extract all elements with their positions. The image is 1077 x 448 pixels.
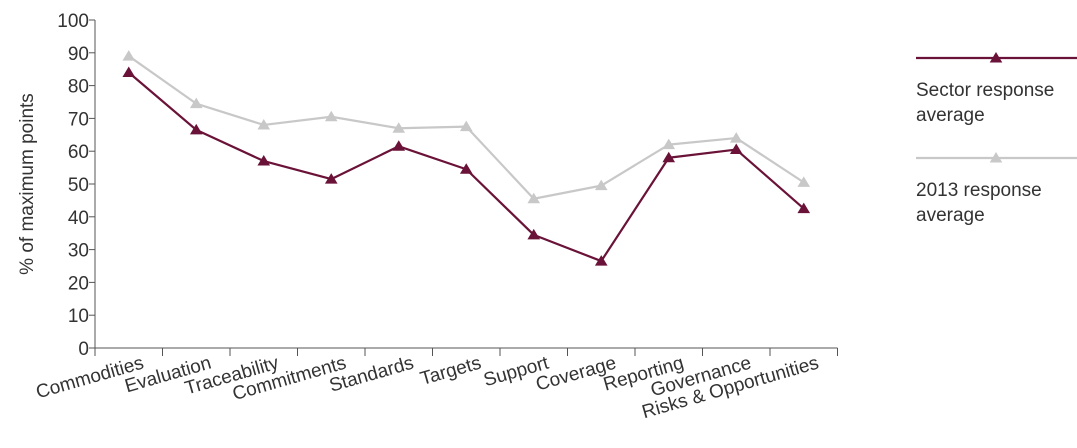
y-axis-ticks: 0 10 20 30 40 50 60 70 80 90 100 xyxy=(57,11,95,360)
data-point-2013-response-average-targets xyxy=(459,120,473,132)
data-point-2013-response-average-traceability xyxy=(257,118,271,130)
legend-label: 2013 response xyxy=(916,180,1042,201)
legend-label: average xyxy=(916,205,985,226)
data-point-sector-response-average-evaluation xyxy=(189,123,203,135)
legend-label: Sector response xyxy=(916,80,1054,101)
y-tick-label: 60 xyxy=(68,142,89,163)
data-point-2013-response-average-commitments xyxy=(324,110,338,122)
axes xyxy=(94,20,838,349)
y-axis-title: % of maximum points xyxy=(17,93,38,275)
y-tick-label: 10 xyxy=(68,306,89,327)
data-point-2013-response-average-standards xyxy=(392,122,406,133)
data-point-sector-response-average-commodities xyxy=(122,66,136,77)
data-point-sector-response-average-traceability xyxy=(257,155,271,166)
data-point-2013-response-average-commodities xyxy=(122,50,136,61)
data-point-2013-response-average-reporting xyxy=(662,138,676,150)
series-2013-response-average xyxy=(122,50,811,204)
y-tick-label: 0 xyxy=(78,339,89,360)
data-point-2013-response-average-support xyxy=(527,192,541,204)
data-point-2013-response-average-risks-and-opportunities xyxy=(797,176,811,187)
data-point-sector-response-average-standards xyxy=(392,140,406,151)
data-point-sector-response-average-governance xyxy=(729,143,743,155)
data-point-2013-response-average-coverage xyxy=(594,179,608,191)
data-point-sector-response-average-commitments xyxy=(324,173,338,184)
data-point-sector-response-average-reporting xyxy=(662,151,676,163)
data-point-sector-response-average-support xyxy=(527,228,541,240)
y-tick-label: 70 xyxy=(68,109,89,130)
y-tick-label: 90 xyxy=(68,44,89,65)
series-sector-response-average xyxy=(122,66,811,266)
y-tick-label: 50 xyxy=(68,175,89,196)
legend-label: average xyxy=(916,105,985,126)
y-tick-label: 40 xyxy=(68,208,89,229)
y-tick-label: 30 xyxy=(68,241,89,262)
x-tick-label-targets: Targets xyxy=(418,353,484,390)
data-point-2013-response-average-evaluation xyxy=(189,97,203,109)
legend-item-2013-response-average: 2013 response average xyxy=(916,152,1077,226)
data-point-2013-response-average-governance xyxy=(729,132,743,143)
y-tick-label: 80 xyxy=(68,77,89,98)
data-point-sector-response-average-risks-and-opportunities xyxy=(797,202,811,214)
series-layer xyxy=(122,50,811,266)
x-axis-ticks: CommoditiesEvaluationTraceabilityCommitm… xyxy=(34,348,838,423)
legend: Sector response average 2013 response avera… xyxy=(916,52,1077,226)
data-point-sector-response-average-targets xyxy=(459,163,473,174)
data-point-sector-response-average-coverage xyxy=(594,255,608,266)
legend-item-sector-response-average: Sector response average xyxy=(916,52,1077,126)
legend-swatch-marker xyxy=(989,52,1003,63)
y-tick-label: 20 xyxy=(68,273,89,294)
y-tick-label: 100 xyxy=(57,11,89,32)
legend-swatch-marker xyxy=(989,152,1003,163)
